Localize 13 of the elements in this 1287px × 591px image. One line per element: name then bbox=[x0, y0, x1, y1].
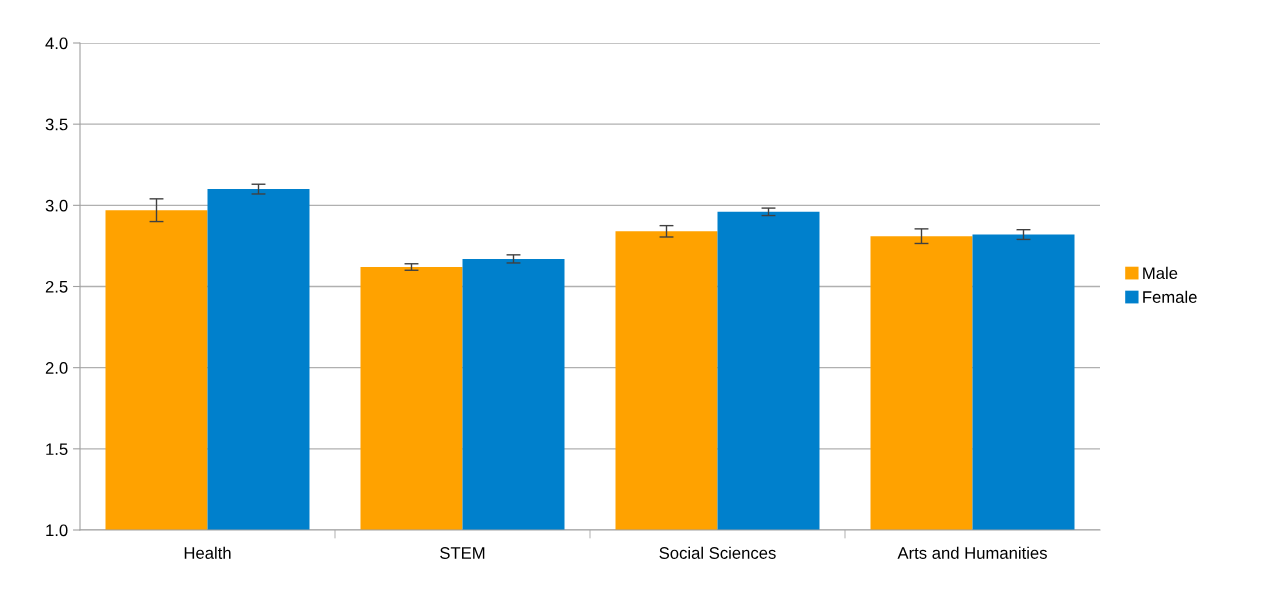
x-tick-label: Health bbox=[184, 546, 231, 559]
y-tick-label: 3.0 bbox=[45, 199, 68, 212]
x-tick-label: Arts and Humanities bbox=[897, 546, 1047, 559]
x-tick-label: STEM bbox=[440, 547, 485, 559]
y-tick-label: 2.0 bbox=[45, 362, 68, 374]
y-tick-label: 4.0 bbox=[45, 37, 68, 50]
y-tick-label: 1.5 bbox=[46, 443, 68, 456]
y-tick-label: 1.0 bbox=[46, 524, 68, 537]
x-tick-label: Social Sciences bbox=[659, 546, 776, 559]
legend-label: Male bbox=[1143, 266, 1178, 280]
legend-label: Female bbox=[1143, 290, 1197, 303]
y-tick-label: 2.5 bbox=[45, 280, 68, 293]
y-tick-label: 3.5 bbox=[45, 118, 68, 131]
